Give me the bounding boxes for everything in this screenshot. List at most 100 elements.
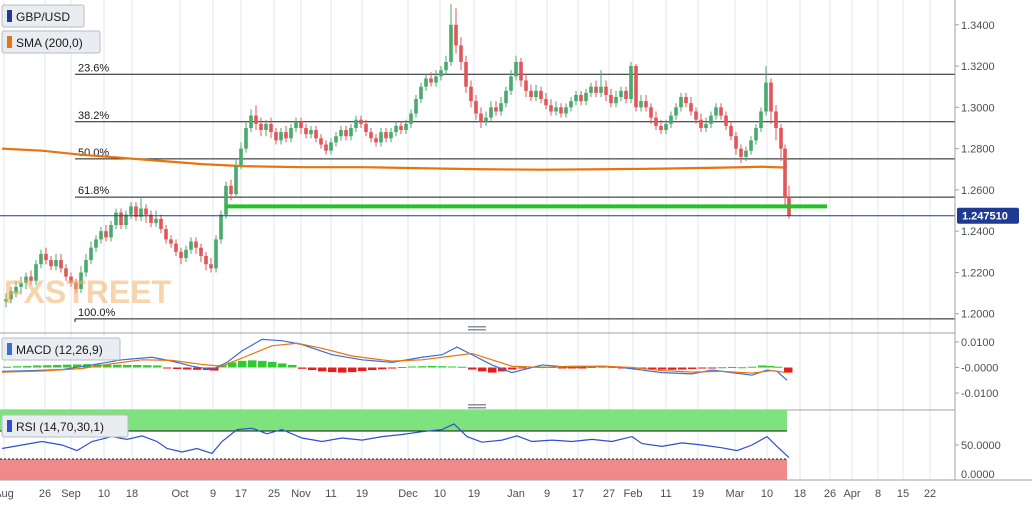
candle-body — [319, 138, 323, 145]
rsi-resize-handle[interactable] — [468, 404, 486, 409]
candle-body — [234, 165, 238, 195]
candle-body — [549, 105, 553, 112]
x-tick-label: 26 — [39, 488, 51, 500]
macd-y-axis: 0.0100 -0.0000 -0.0100 — [955, 337, 998, 400]
candle-body — [114, 212, 118, 225]
candle-body — [394, 125, 398, 133]
candle-body — [14, 286, 18, 294]
candle-body — [734, 136, 738, 149]
x-tick-label: 25 — [268, 488, 280, 500]
candle-body — [609, 94, 613, 104]
macd-resize-handle[interactable] — [468, 326, 486, 331]
macd-histogram-bar — [318, 367, 327, 372]
macd-lines — [1, 338, 788, 381]
x-tick-label: 8 — [875, 488, 881, 500]
legend-rsi[interactable]: RSI (14,70,30,1) — [1, 414, 129, 438]
macd-histogram-bar — [163, 367, 172, 369]
legend-macd-label: MACD (12,26,9) — [16, 343, 103, 357]
candle-body — [599, 86, 603, 93]
x-tick-label: 11 — [325, 488, 336, 500]
x-tick-label: 19 — [356, 488, 368, 500]
candle-body — [494, 107, 498, 112]
candle-body — [59, 260, 63, 269]
candle-body — [89, 247, 93, 261]
macd-histogram-bar — [3, 366, 12, 368]
candle-body — [9, 291, 13, 300]
candle-body — [274, 132, 278, 141]
macd-histogram-bar — [478, 367, 487, 372]
candle-body — [579, 94, 583, 102]
candle-body — [444, 61, 448, 71]
macd-histogram-bar — [458, 366, 467, 368]
macd-y-tick-label: -0.0100 — [961, 388, 998, 400]
legend-macd-swatch — [7, 343, 12, 355]
legend-symbol[interactable]: GBP/USD — [1, 4, 85, 28]
macd-histogram-bar — [738, 367, 747, 369]
candle-body — [4, 299, 8, 302]
x-tick-label: 19 — [692, 488, 704, 500]
legend-rsi-label: RSI (14,70,30,1) — [16, 420, 104, 434]
candle-body — [774, 111, 778, 128]
candle-body — [44, 253, 48, 261]
candle-body — [164, 229, 168, 240]
candle-body — [29, 276, 33, 281]
macd-histogram-bar — [298, 367, 307, 369]
macd-histogram-bar — [698, 367, 707, 369]
candle-body — [699, 119, 703, 128]
macd-panel: MACD (12,26,9) — [0, 332, 955, 381]
candle-body — [214, 239, 218, 269]
last-price-tag-bg — [957, 207, 1019, 224]
candle-body — [119, 212, 123, 225]
rsi-y-tick-label: 50.0000 — [961, 440, 1001, 452]
candle-body — [759, 111, 763, 128]
fib-level-label: 38.2% — [78, 110, 109, 122]
candle-body — [624, 90, 628, 100]
candle-body — [129, 206, 133, 215]
candle-body — [324, 144, 328, 151]
candle-body — [24, 276, 28, 283]
candle-body — [349, 127, 353, 137]
candle-body — [369, 132, 373, 139]
candle-body — [619, 90, 623, 98]
candle-body — [304, 127, 308, 135]
macd-signal-line — [1, 342, 788, 374]
x-tick-label: 19 — [468, 488, 480, 500]
x-tick-label: 17 — [572, 488, 584, 500]
candle-body — [374, 138, 378, 143]
candle-body — [169, 239, 173, 244]
candle-body — [39, 253, 43, 265]
candle-body — [389, 132, 393, 139]
candle-body — [429, 78, 433, 83]
y-tick-label: 1.3200 — [961, 61, 995, 73]
last-price-tag: 1.247510 — [957, 207, 1019, 224]
x-tick-label: Dec — [398, 488, 418, 500]
legend-sma[interactable]: SMA (200,0) — [1, 30, 101, 54]
candle-body — [154, 218, 158, 223]
candle-body — [159, 218, 163, 230]
macd-histogram-bar — [398, 366, 407, 368]
candle-body — [589, 86, 593, 93]
macd-histogram-bar — [183, 367, 192, 370]
macd-y-tick-label: -0.0000 — [961, 363, 998, 375]
candle-body — [109, 224, 113, 238]
macd-histogram-bar — [748, 366, 757, 368]
legend-macd[interactable]: MACD (12,26,9) — [1, 337, 121, 361]
macd-histogram-bar — [278, 363, 287, 368]
candle-body — [34, 264, 38, 281]
macd-histogram-bar — [558, 367, 567, 369]
candle-body — [724, 115, 728, 126]
candle-body — [744, 150, 748, 157]
candle-body — [19, 282, 23, 287]
candle-body — [79, 272, 83, 289]
y-tick-label: 1.2400 — [961, 226, 995, 238]
candle-body — [269, 123, 273, 133]
macd-histogram-bar — [728, 366, 737, 368]
y-tick-label: 1.2000 — [961, 309, 995, 321]
candle-body — [484, 117, 488, 122]
candle-body — [459, 45, 463, 62]
candle-body — [719, 107, 723, 116]
macd-histogram-bar — [348, 367, 357, 373]
macd-histogram-bar — [378, 367, 387, 370]
candle-body — [754, 127, 758, 141]
candle-body — [334, 136, 338, 143]
